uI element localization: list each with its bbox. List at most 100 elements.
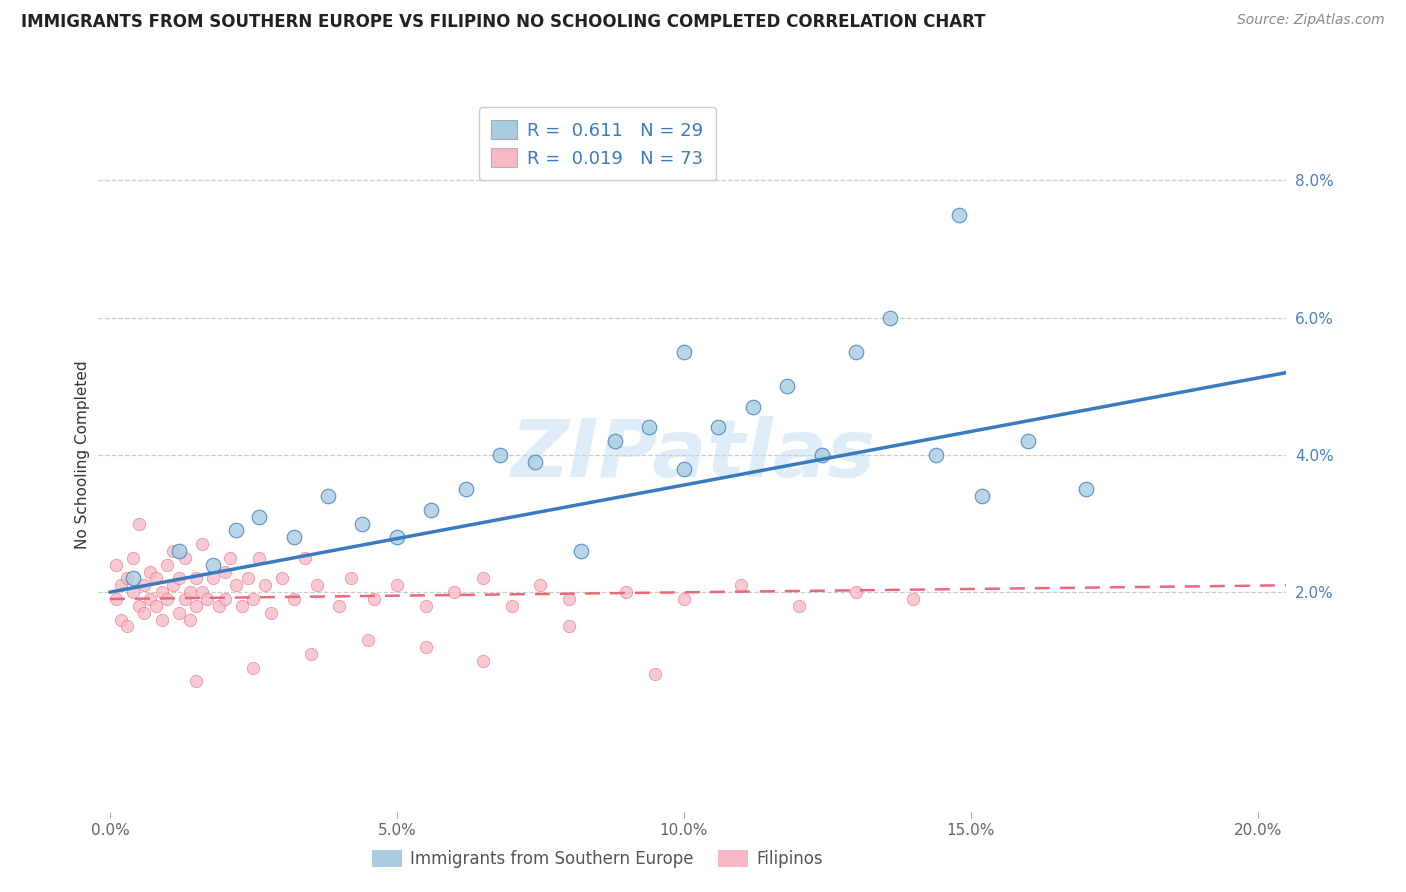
Point [603,434,626,449]
Point [242,660,264,674]
Point [110,613,132,627]
Point [236,571,259,585]
Point [454,482,477,496]
Point [616,585,638,599]
Point [197,592,219,607]
Point [972,489,994,503]
Point [145,599,167,613]
Point [672,461,695,475]
Point [787,599,810,613]
Point [385,578,408,592]
Point [558,619,581,633]
Point [179,613,201,627]
Point [247,550,270,565]
Point [134,578,156,592]
Point [145,571,167,585]
Point [179,585,201,599]
Point [156,558,179,572]
Point [730,578,752,592]
Point [385,530,408,544]
Point [472,571,495,585]
Point [776,379,799,393]
Point [879,310,901,325]
Point [121,585,143,599]
Point [219,550,242,565]
Point [903,592,925,607]
Point [259,606,281,620]
Point [162,578,184,592]
Point [150,613,173,627]
Point [283,530,305,544]
Point [529,578,551,592]
Point [128,599,150,613]
Point [128,516,150,531]
Point [925,448,948,462]
Point [357,633,380,648]
Point [415,599,437,613]
Point [845,585,868,599]
Point [173,550,195,565]
Point [415,640,437,654]
Point [115,619,138,633]
Point [139,592,162,607]
Legend: Immigrants from Southern Europe, Filipinos: Immigrants from Southern Europe, Filipin… [364,843,830,875]
Point [134,606,156,620]
Point [225,524,247,538]
Point [121,550,143,565]
Point [115,571,138,585]
Point [741,400,763,414]
Point [231,599,253,613]
Point [707,420,730,434]
Text: IMMIGRANTS FROM SOUTHERN EUROPE VS FILIPINO NO SCHOOLING COMPLETED CORRELATION C: IMMIGRANTS FROM SOUTHERN EUROPE VS FILIP… [21,13,986,31]
Text: Source: ZipAtlas.com: Source: ZipAtlas.com [1237,13,1385,28]
Point [672,345,695,359]
Point [472,654,495,668]
Point [305,578,328,592]
Point [202,571,225,585]
Point [110,578,132,592]
Point [1074,482,1097,496]
Point [420,503,443,517]
Text: ZIPatlas: ZIPatlas [510,416,875,494]
Point [184,571,207,585]
Point [672,592,695,607]
Point [184,599,207,613]
Point [139,565,162,579]
Point [214,592,236,607]
Point [253,578,276,592]
Point [173,592,195,607]
Point [242,592,264,607]
Point [845,345,868,359]
Point [167,606,190,620]
Point [352,516,374,531]
Point [328,599,350,613]
Point [190,585,212,599]
Point [363,592,385,607]
Point [208,599,231,613]
Point [167,571,190,585]
Point [523,455,546,469]
Point [190,537,212,551]
Point [558,592,581,607]
Point [489,448,512,462]
Point [501,599,523,613]
Point [162,544,184,558]
Point [150,585,173,599]
Point [156,592,179,607]
Point [121,571,143,585]
Point [167,544,190,558]
Point [810,448,832,462]
Point [271,571,294,585]
Point [104,592,127,607]
Point [340,571,363,585]
Point [644,667,666,681]
Point [225,578,247,592]
Point [569,544,592,558]
Point [202,558,225,572]
Point [299,647,322,661]
Point [184,674,207,689]
Point [104,558,127,572]
Point [283,592,305,607]
Point [638,420,661,434]
Point [948,208,970,222]
